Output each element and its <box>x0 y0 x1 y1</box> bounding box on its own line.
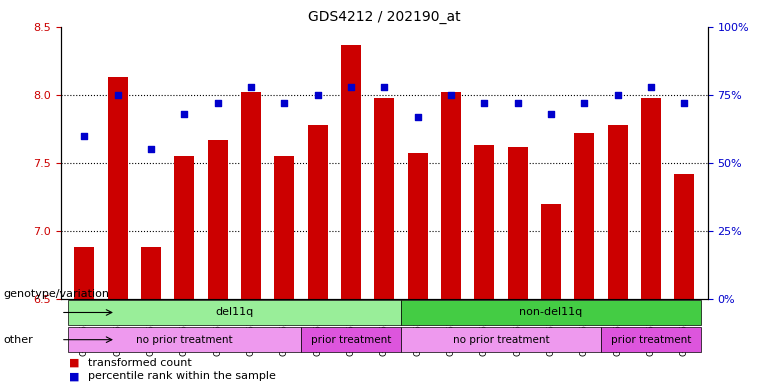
Point <box>578 100 591 106</box>
Point <box>212 100 224 106</box>
Point <box>279 100 291 106</box>
Bar <box>107 77 128 299</box>
Bar <box>608 125 628 299</box>
Bar <box>374 98 394 299</box>
Bar <box>575 133 594 299</box>
FancyBboxPatch shape <box>68 328 301 352</box>
FancyBboxPatch shape <box>68 300 401 325</box>
Text: transformed count: transformed count <box>88 358 191 368</box>
Point <box>311 92 323 98</box>
Bar <box>307 125 328 299</box>
Bar <box>541 204 561 299</box>
Bar <box>75 247 94 299</box>
Text: prior treatment: prior treatment <box>611 335 691 345</box>
Point <box>478 100 490 106</box>
Point <box>445 92 457 98</box>
Text: genotype/variation: genotype/variation <box>4 289 110 299</box>
Bar <box>641 98 661 299</box>
Point <box>345 84 357 90</box>
Text: no prior treatment: no prior treatment <box>453 335 549 345</box>
Bar <box>141 247 161 299</box>
Point <box>412 114 424 120</box>
FancyBboxPatch shape <box>401 328 601 352</box>
FancyBboxPatch shape <box>301 328 401 352</box>
Point <box>511 100 524 106</box>
Bar <box>508 147 527 299</box>
Bar <box>174 156 194 299</box>
Point <box>145 146 157 152</box>
Text: percentile rank within the sample: percentile rank within the sample <box>88 371 275 381</box>
Bar <box>341 45 361 299</box>
Point <box>545 111 557 117</box>
Point <box>178 111 190 117</box>
Bar <box>441 92 461 299</box>
Text: ■: ■ <box>68 371 79 381</box>
Bar <box>408 153 428 299</box>
Text: other: other <box>4 335 33 345</box>
FancyBboxPatch shape <box>401 300 701 325</box>
Point <box>678 100 690 106</box>
Bar <box>474 145 495 299</box>
Title: GDS4212 / 202190_at: GDS4212 / 202190_at <box>308 10 460 25</box>
Text: ■: ■ <box>68 358 79 368</box>
Point <box>78 132 91 139</box>
Text: del11q: del11q <box>215 308 253 318</box>
Text: no prior treatment: no prior treatment <box>136 335 233 345</box>
FancyBboxPatch shape <box>601 328 701 352</box>
Point <box>378 84 390 90</box>
Bar <box>674 174 694 299</box>
Bar <box>241 92 261 299</box>
Point <box>612 92 624 98</box>
Bar <box>208 140 228 299</box>
Point <box>245 84 257 90</box>
Text: prior treatment: prior treatment <box>310 335 391 345</box>
Text: non-del11q: non-del11q <box>520 308 583 318</box>
Bar <box>274 156 295 299</box>
Point <box>111 92 123 98</box>
Point <box>645 84 658 90</box>
